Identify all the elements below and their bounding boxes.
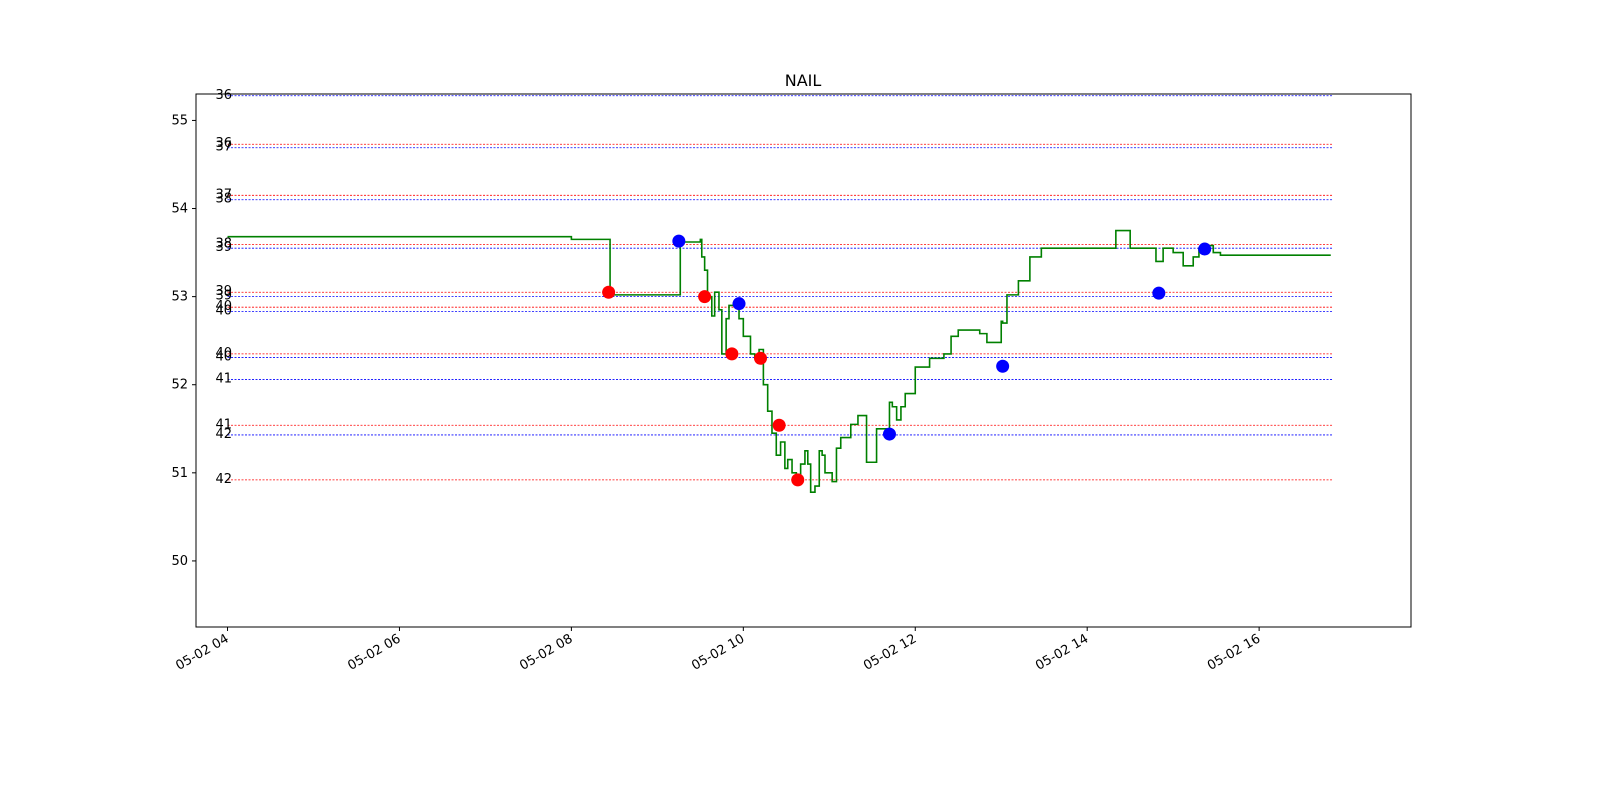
level-label: 42 — [216, 472, 233, 487]
buy-marker — [602, 285, 616, 299]
buy-marker — [725, 347, 739, 361]
y-tick-label: 50 — [171, 554, 188, 569]
level-label: 42 — [216, 427, 233, 442]
y-tick-label: 51 — [171, 466, 188, 481]
level-label: 37 — [216, 140, 233, 155]
level-label: 41 — [216, 417, 233, 432]
level-label: 40 — [216, 304, 233, 319]
plot-frame — [195, 93, 1412, 628]
level-label: 40 — [216, 299, 233, 314]
price-series — [227, 229, 1331, 494]
level-label: 39 — [216, 240, 233, 255]
y-axis: 50 51 52 53 54 55 — [171, 113, 196, 569]
sell-marker — [732, 297, 746, 311]
y-tick-label: 52 — [171, 378, 188, 393]
level-label: 41 — [216, 371, 233, 386]
y-tick-label: 53 — [171, 290, 188, 305]
sell-marker — [996, 359, 1010, 373]
level-label: 38 — [216, 192, 233, 207]
buy-marker — [791, 473, 805, 487]
price-line — [227, 229, 1331, 494]
buy-marker — [754, 351, 768, 365]
y-tick-label: 55 — [171, 113, 188, 128]
level-label: 37 — [216, 187, 233, 202]
level-label: 36 — [216, 88, 233, 103]
trade-markers — [602, 234, 1212, 487]
level-label: 40 — [216, 349, 233, 364]
buy-marker — [698, 290, 712, 304]
sell-marker — [672, 234, 686, 248]
buy-marker — [772, 418, 786, 432]
sell-marker — [1198, 242, 1212, 256]
sell-marker — [882, 427, 896, 441]
level-label: 39 — [216, 284, 233, 299]
y-tick-label: 54 — [171, 202, 188, 217]
level-label: 39 — [216, 289, 233, 304]
sell-marker — [1152, 286, 1166, 300]
chart-title: NAIL — [785, 71, 822, 90]
